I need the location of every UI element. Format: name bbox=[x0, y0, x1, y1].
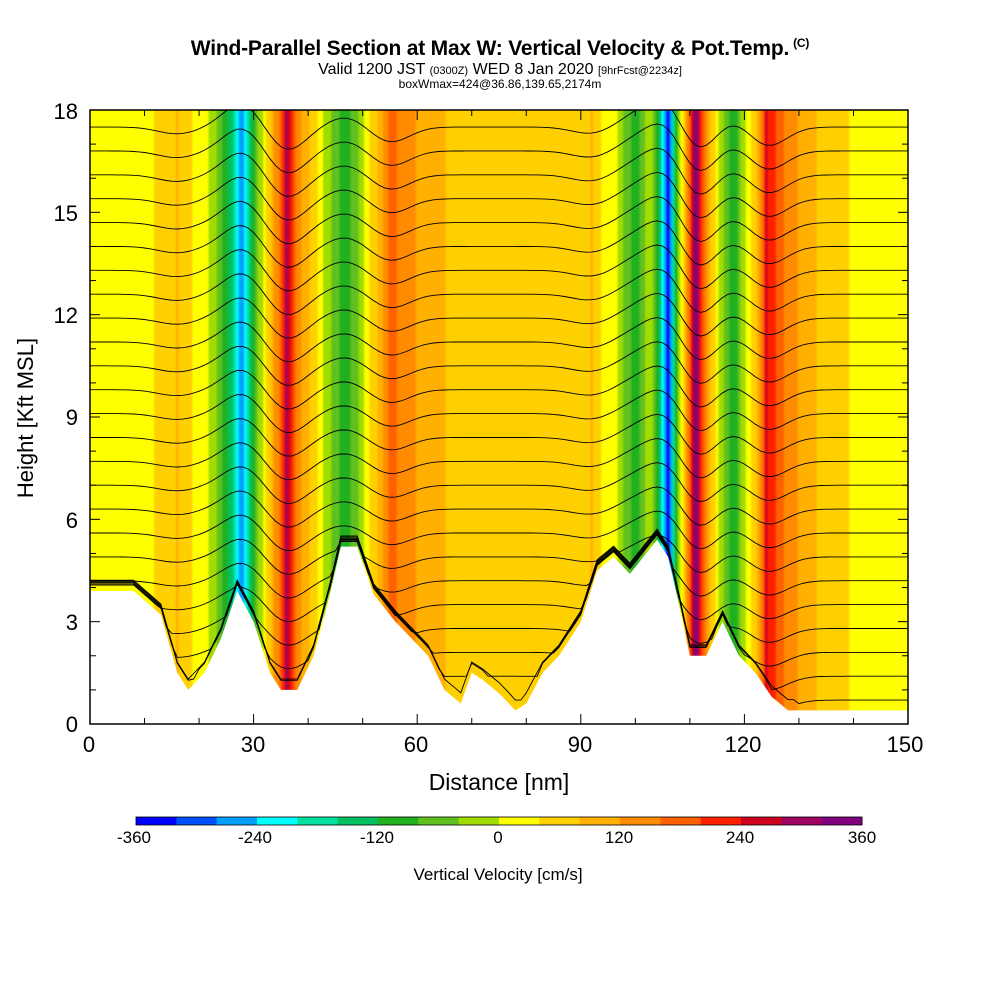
colorbar-swatch bbox=[620, 817, 661, 825]
colorbar-swatch bbox=[821, 817, 863, 825]
box-info: boxWmax=424@36.86,139.65,2174m bbox=[398, 77, 602, 91]
colorbar-swatch bbox=[499, 817, 540, 825]
colorbar-label: Vertical Velocity [cm/s] bbox=[413, 865, 582, 884]
theta-contour-line bbox=[90, 438, 908, 481]
colorbar-tick-label: -360 bbox=[117, 828, 151, 847]
x-tick-label: 120 bbox=[725, 732, 762, 757]
theta-contour-line bbox=[90, 510, 908, 552]
colorbar-swatch bbox=[539, 817, 581, 825]
theta-contour-line bbox=[90, 268, 908, 315]
colorbar-swatch bbox=[418, 817, 460, 825]
colorbar-tick-label: 360 bbox=[848, 828, 876, 847]
colorbar-swatch bbox=[700, 817, 742, 825]
theta-contour-line bbox=[90, 365, 908, 410]
colorbar-swatch bbox=[136, 817, 177, 825]
x-tick-label: 0 bbox=[83, 732, 95, 757]
colorbar-tick-label: 240 bbox=[726, 828, 754, 847]
colorbar-tick-label: 120 bbox=[605, 828, 633, 847]
velocity-field bbox=[90, 110, 908, 724]
theta-contours bbox=[90, 110, 908, 705]
colorbar-swatch bbox=[781, 817, 823, 825]
colorbar-swatch bbox=[741, 817, 782, 825]
theta-contour-line bbox=[90, 317, 908, 363]
y-axis-label: Height [Kft MSL] bbox=[13, 338, 38, 498]
y-tick-label: 12 bbox=[54, 303, 78, 328]
theta-contour-line bbox=[90, 462, 908, 504]
theta-contour-line bbox=[90, 171, 908, 221]
colorbar-frame bbox=[135, 816, 863, 826]
colorbar-swatch bbox=[579, 817, 621, 825]
y-tick-label: 9 bbox=[66, 405, 78, 430]
colorbar-swatch bbox=[458, 817, 500, 825]
theta-contour-line bbox=[90, 533, 908, 622]
terrain-mask bbox=[90, 539, 908, 724]
theta-contour-line bbox=[90, 533, 908, 599]
theta-contour-line bbox=[90, 110, 908, 150]
x-tick-label: 90 bbox=[568, 732, 592, 757]
theta-contour-line bbox=[90, 534, 908, 575]
theta-contour-line bbox=[90, 413, 908, 457]
colorbar bbox=[135, 816, 863, 826]
colorbar-swatch bbox=[176, 817, 218, 825]
colorbar-swatch bbox=[297, 817, 339, 825]
x-tick-label: 60 bbox=[404, 732, 428, 757]
colorbar-tick-label: -120 bbox=[360, 828, 394, 847]
colorbar-tick-label: 0 bbox=[493, 828, 502, 847]
y-tick-label: 6 bbox=[66, 508, 78, 533]
x-tick-label: 150 bbox=[887, 732, 924, 757]
y-tick-label: 0 bbox=[66, 712, 78, 737]
colorbar-swatch bbox=[257, 817, 298, 825]
theta-contour-line bbox=[90, 528, 908, 705]
theta-contour-line bbox=[90, 220, 908, 268]
theta-contour-line bbox=[90, 123, 908, 174]
theta-contour-line bbox=[90, 147, 908, 197]
x-tick-label: 30 bbox=[241, 732, 265, 757]
colorbar-swatch bbox=[660, 817, 702, 825]
axis-ticks bbox=[89, 109, 909, 725]
theta-contour-line bbox=[90, 486, 908, 528]
colorbar-swatch bbox=[378, 817, 419, 825]
colorbar-swatch bbox=[216, 817, 258, 825]
x-axis-label: Distance [nm] bbox=[429, 769, 570, 795]
theta-contour-line bbox=[90, 244, 908, 292]
chart-title: Wind-Parallel Section at Max W: Vertical… bbox=[190, 36, 810, 60]
chart-subtitle: Valid 1200 JST (0300Z) WED 8 Jan 2020 [9… bbox=[318, 61, 682, 78]
theta-contour-line bbox=[90, 196, 908, 244]
colorbar-swatch bbox=[337, 817, 379, 825]
colorbar-tick-label: -240 bbox=[238, 828, 272, 847]
theta-contour-line bbox=[90, 292, 908, 339]
y-tick-label: 15 bbox=[54, 201, 78, 226]
theta-contour-line bbox=[90, 531, 908, 646]
theta-contour-line bbox=[90, 389, 908, 433]
y-tick-label: 18 bbox=[54, 99, 78, 124]
theta-contour-line bbox=[90, 341, 908, 386]
y-tick-label: 3 bbox=[66, 610, 78, 635]
